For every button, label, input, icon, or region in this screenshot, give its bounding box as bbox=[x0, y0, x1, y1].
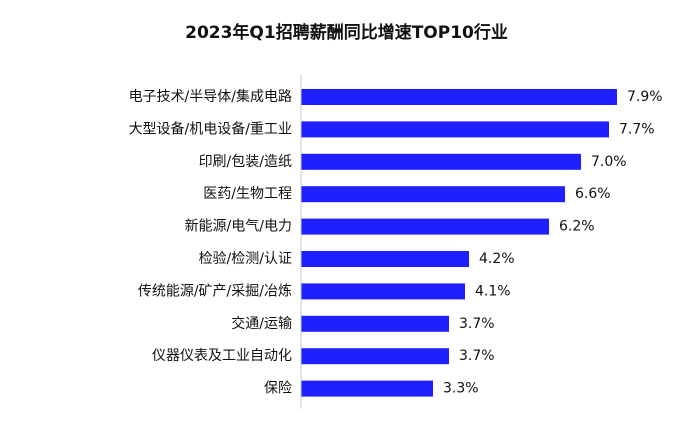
value-labels: 7.9% 7.7% 7.0% 6.6% 6.2% 4.2% 4.1% 3.7% 3.7% 3.3% bbox=[443, 89, 663, 397]
value-label-2: 7.7% bbox=[619, 121, 655, 137]
bars-layer bbox=[301, 89, 617, 397]
category-label-6: 检验/检测/认证 bbox=[199, 251, 292, 267]
value-label-6: 4.2% bbox=[479, 251, 515, 267]
bar-4 bbox=[301, 186, 565, 203]
category-label-8: 交通/运输 bbox=[231, 315, 292, 332]
value-label-1: 7.9% bbox=[627, 89, 663, 105]
category-label-10: 保险 bbox=[264, 381, 292, 397]
category-label-4: 医药/生物工程 bbox=[203, 186, 292, 202]
bar-8 bbox=[301, 315, 449, 332]
bar-10 bbox=[301, 380, 433, 397]
value-label-9: 3.7% bbox=[459, 348, 495, 364]
category-label-9: 仪器仪表及工业自动化 bbox=[152, 348, 292, 364]
value-label-10: 3.3% bbox=[443, 381, 479, 397]
bar-1 bbox=[301, 89, 617, 105]
bar-7 bbox=[301, 283, 465, 300]
bar-5 bbox=[301, 218, 549, 235]
category-labels: 电子技术/半导体/集成电路大型设备/机电设备/重工业印刷/包装/造纸医药/生物工… bbox=[129, 88, 292, 397]
bar-6 bbox=[301, 251, 469, 267]
category-label-1: 电子技术/半导体/集成电路 bbox=[129, 88, 292, 105]
value-label-3: 7.0% bbox=[591, 154, 627, 170]
bar-9 bbox=[301, 348, 449, 365]
bar-2 bbox=[301, 121, 609, 138]
category-label-5: 新能源/电气/电力 bbox=[185, 219, 292, 235]
value-label-8: 3.7% bbox=[459, 316, 495, 332]
category-label-2: 大型设备/机电设备/重工业 bbox=[129, 120, 292, 137]
bar-3 bbox=[301, 153, 581, 170]
category-label-7: 传统能源/矿产/采掘/冶炼 bbox=[138, 283, 292, 299]
chart-title: 2023年Q1招聘薪酬同比增速TOP10行业 bbox=[185, 23, 508, 43]
value-label-4: 6.6% bbox=[575, 186, 611, 202]
value-label-7: 4.1% bbox=[475, 283, 511, 299]
category-label-3: 印刷/包装/造纸 bbox=[199, 154, 292, 170]
value-label-5: 6.2% bbox=[559, 219, 595, 235]
